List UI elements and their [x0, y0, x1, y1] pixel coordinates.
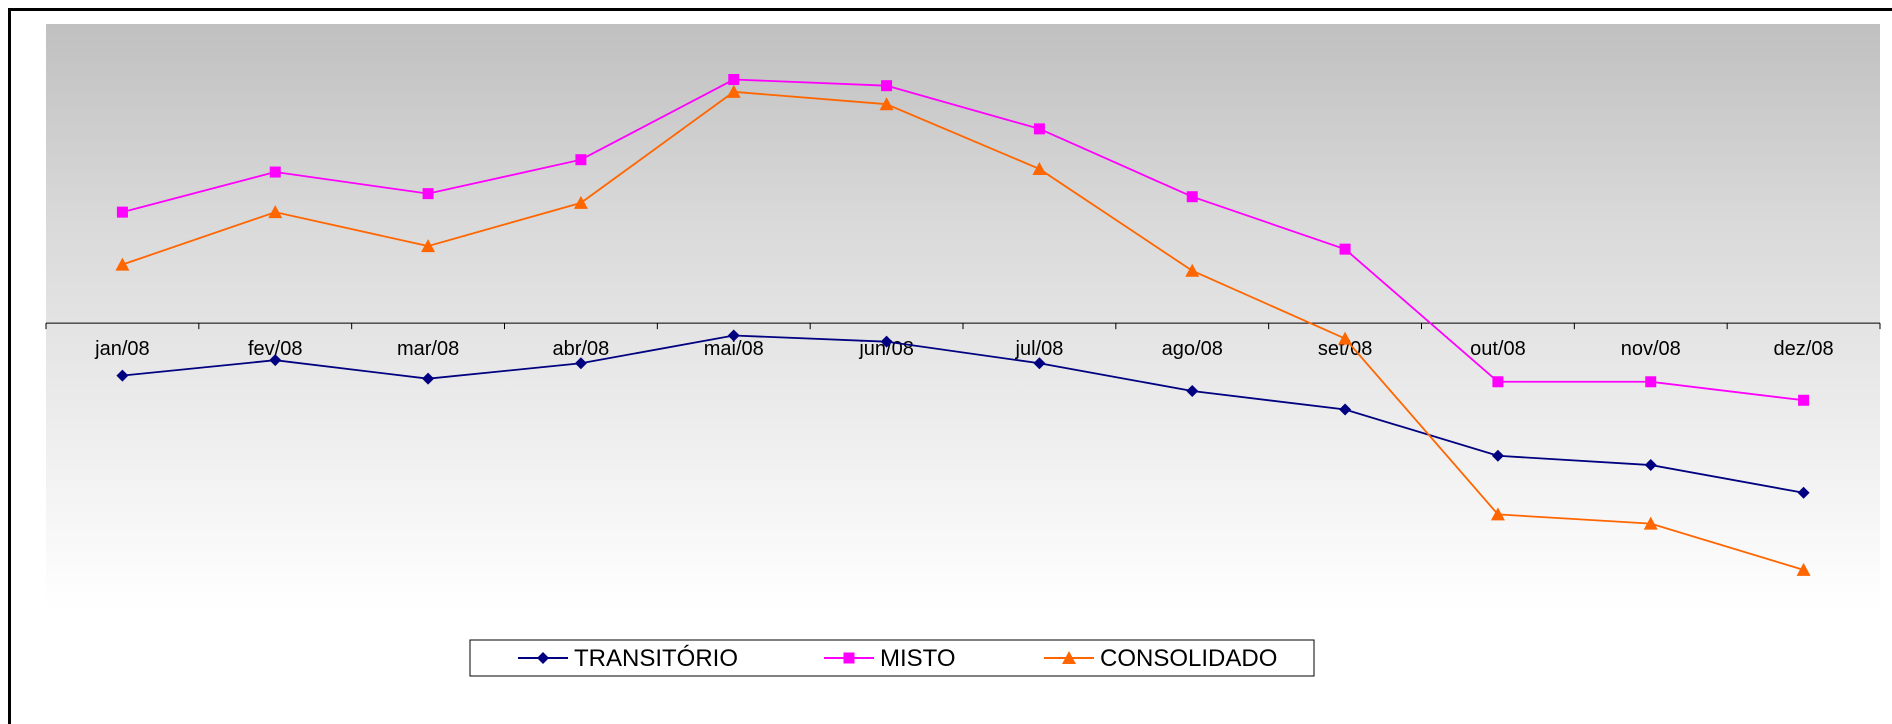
legend-item-transit-rio: TRANSITÓRIO — [518, 645, 738, 672]
x-tick-label: mai/08 — [704, 338, 764, 360]
data-point — [1796, 562, 1811, 576]
legend-label: MISTO — [880, 645, 956, 672]
data-point — [1185, 263, 1200, 277]
x-tick-label: jan/08 — [94, 338, 150, 360]
legend-swatch-marker — [843, 652, 855, 664]
legend-box — [469, 639, 1315, 677]
data-point — [268, 205, 283, 219]
x-tick-label: fev/08 — [248, 338, 302, 360]
data-point — [880, 335, 893, 348]
data-point — [1490, 507, 1505, 521]
plot-area — [46, 24, 1880, 610]
data-point — [1491, 449, 1504, 462]
legend-label: TRANSITÓRIO — [574, 645, 738, 672]
x-tick-label: ago/08 — [1162, 338, 1223, 360]
data-point — [574, 357, 587, 370]
legend-swatch-marker — [1062, 651, 1076, 664]
data-point — [1645, 376, 1657, 388]
data-point — [422, 372, 435, 385]
data-point — [573, 195, 588, 209]
data-point — [116, 206, 128, 218]
series-transit-rio — [116, 329, 1810, 499]
data-point — [1186, 191, 1198, 203]
x-tick-label: mar/08 — [397, 338, 459, 360]
data-point — [1186, 385, 1199, 398]
data-point — [269, 166, 281, 178]
data-point — [1492, 376, 1504, 388]
series-layer — [115, 74, 1811, 576]
x-axis: jan/08 fev/08 mar/08 abr/08 mai/08 jun/08 jul/… — [45, 322, 1881, 360]
x-tick-label: nov/08 — [1621, 338, 1681, 360]
data-point — [1033, 357, 1046, 370]
legend-item-consolidado: CONSOLIDADO — [1044, 645, 1277, 672]
data-point — [1339, 243, 1351, 255]
data-point — [116, 369, 129, 382]
series-line — [122, 78, 1804, 402]
data-point — [1339, 403, 1352, 416]
legend: TRANSITÓRIO MISTO CONSOLIDADO — [469, 639, 1315, 677]
x-tick-label: abr/08 — [553, 338, 610, 360]
series-consolidado — [115, 84, 1811, 576]
legend-swatch-marker — [537, 652, 549, 664]
data-point — [1033, 123, 1045, 135]
series-line — [122, 334, 1804, 494]
data-point — [1798, 394, 1810, 406]
data-point — [115, 257, 130, 271]
data-point — [1032, 161, 1047, 175]
data-point — [575, 154, 587, 166]
x-tick-label: jul/08 — [1015, 338, 1064, 360]
legend-label: CONSOLIDADO — [1100, 645, 1277, 672]
data-point — [1643, 516, 1658, 530]
data-point — [727, 329, 740, 342]
data-point — [269, 354, 282, 367]
data-point — [422, 188, 434, 200]
x-tick-label: out/08 — [1470, 338, 1526, 360]
data-point — [879, 97, 894, 111]
data-point — [1797, 486, 1810, 499]
data-point — [881, 80, 893, 92]
data-point — [726, 84, 741, 98]
data-point — [728, 74, 740, 86]
legend-item-misto: MISTO — [824, 645, 956, 672]
data-point — [421, 239, 436, 253]
data-point — [1644, 459, 1657, 472]
series-misto — [116, 74, 1810, 406]
series-line — [122, 90, 1804, 571]
data-point — [1338, 331, 1353, 345]
x-tick-label: dez/08 — [1774, 338, 1834, 360]
